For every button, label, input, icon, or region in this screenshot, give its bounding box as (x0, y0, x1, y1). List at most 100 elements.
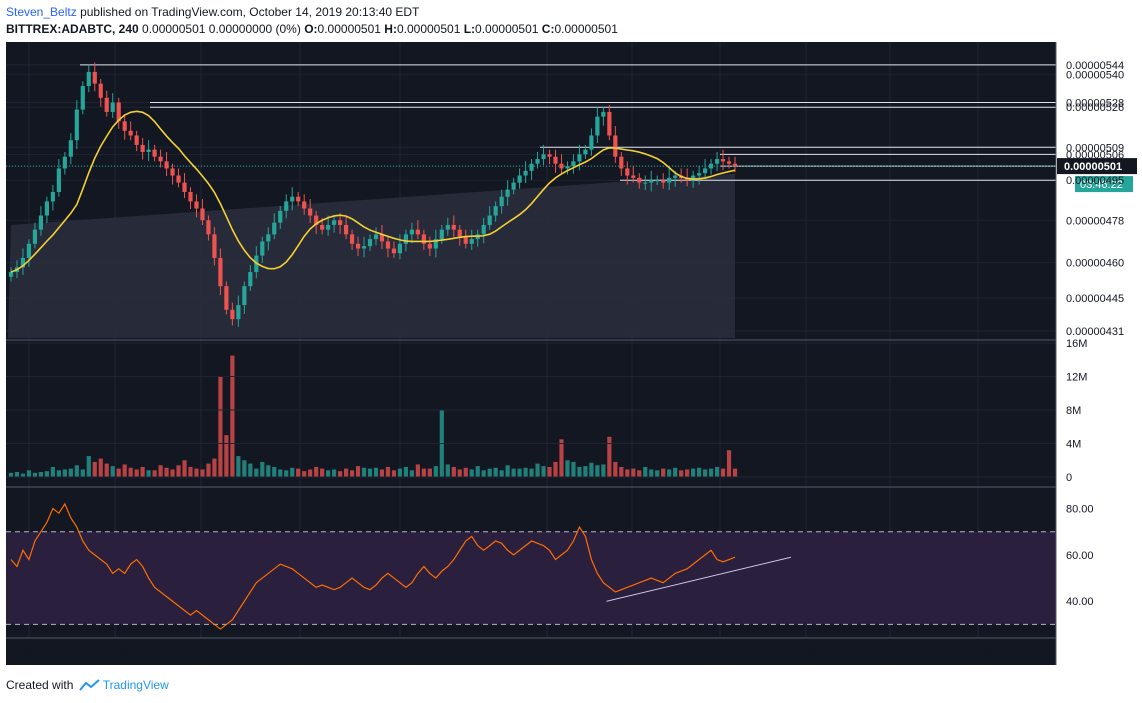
candle-body (553, 156, 558, 164)
volume-bar (200, 469, 205, 477)
volume-bar (224, 435, 229, 477)
candle-body (403, 234, 409, 244)
volume-bar (523, 467, 528, 477)
candle-body (314, 215, 319, 225)
candle-body (708, 163, 714, 169)
volume-tick-label: 12M (1066, 372, 1087, 384)
volume-bar (296, 468, 301, 477)
rsi-axis: 80.00 60.00 40.00 (1066, 504, 1094, 609)
candle-body (583, 149, 588, 155)
candle-body (385, 241, 391, 249)
time-tick-label: 16 (23, 649, 35, 661)
volume-bar (278, 469, 283, 477)
tradingview-brand[interactable]: TradingView (102, 678, 169, 692)
low-label: L: (463, 22, 476, 36)
candle-body (511, 182, 516, 190)
rsi-line (10, 502, 736, 630)
volume-bar (236, 456, 241, 477)
candle-body (505, 189, 510, 197)
rsi-band (6, 531, 1056, 625)
volume-bar (625, 469, 630, 477)
volume-bar (98, 458, 103, 477)
candle-body (170, 168, 175, 176)
price-tick-label: 0.00000509 (1066, 142, 1124, 154)
time-tick-label: 27 (294, 649, 306, 661)
candle-body (337, 220, 343, 225)
tradingview-logo-icon (78, 679, 100, 691)
candle-body (595, 116, 600, 136)
candle-body (720, 159, 726, 162)
volume-bar (463, 467, 468, 477)
time-tick-label: 21 (884, 649, 896, 661)
time-tick-label: 14 (714, 649, 726, 661)
candle-body (445, 224, 450, 230)
high-label: H: (384, 22, 397, 36)
volume-bar (397, 468, 403, 477)
volume-bar (26, 470, 32, 477)
countdown-box (1075, 176, 1133, 193)
candle-body (104, 97, 109, 112)
volume-bar (8, 472, 14, 477)
volume-bar (373, 467, 379, 477)
candle-body (643, 182, 648, 184)
candle-body (218, 257, 223, 287)
volume-bar (260, 461, 265, 477)
candle-body (128, 130, 133, 136)
open-label: O: (304, 22, 318, 36)
volume-bar (206, 463, 211, 477)
candle-body (182, 182, 187, 192)
candle-body (649, 180, 654, 183)
volume-bar (74, 465, 79, 477)
volume-bar (320, 468, 325, 477)
volume-bar (499, 470, 504, 477)
volume-bar (577, 466, 582, 477)
volume-bar (433, 466, 438, 477)
volume-bar (367, 468, 373, 477)
volume-bar (68, 468, 73, 477)
volume-bar (732, 468, 738, 477)
candle-body (206, 220, 211, 235)
author-link[interactable]: Steven_Beltz (6, 5, 77, 19)
candle-body (248, 272, 253, 287)
candle-body (457, 229, 462, 237)
volume-bar (541, 466, 546, 477)
candle-body (613, 135, 618, 157)
volume-bar (631, 468, 636, 477)
volume-bar (188, 466, 193, 477)
candle-body (26, 243, 32, 258)
volume-bar (697, 467, 702, 477)
candle-body (266, 234, 271, 242)
volume-bar (457, 469, 462, 477)
volume-bar (720, 468, 726, 477)
volume-bar (164, 467, 169, 477)
candle-body (547, 154, 552, 157)
publish-line: Steven_Beltz published on TradingView.co… (6, 5, 419, 19)
volume-bar (248, 463, 253, 477)
volume-bar (487, 468, 492, 477)
volume-bar (38, 471, 44, 477)
close-value: 0.00000501 (554, 22, 618, 36)
rsi-pane (6, 502, 1056, 630)
volume-bar (182, 460, 187, 477)
candle-body (499, 196, 504, 207)
candle-body (379, 234, 385, 242)
published-text: published on TradingView.com, October 14… (80, 5, 420, 19)
volume-bar (146, 470, 151, 477)
volume-profile-shade (8, 173, 736, 338)
high-value: 0.00000501 (396, 22, 461, 36)
volume-bar (702, 469, 708, 477)
candle-body (242, 286, 247, 306)
volume-bar (708, 468, 714, 477)
volume-bar (50, 466, 55, 477)
volume-bar (272, 466, 277, 477)
volume-bar (385, 466, 391, 477)
volume-bar (571, 461, 576, 477)
volume-bar (535, 463, 540, 477)
candle-body (110, 102, 115, 112)
candle-body (140, 144, 145, 152)
volume-bar (409, 470, 414, 477)
volume-bar (116, 468, 121, 477)
candle-body (20, 257, 26, 268)
